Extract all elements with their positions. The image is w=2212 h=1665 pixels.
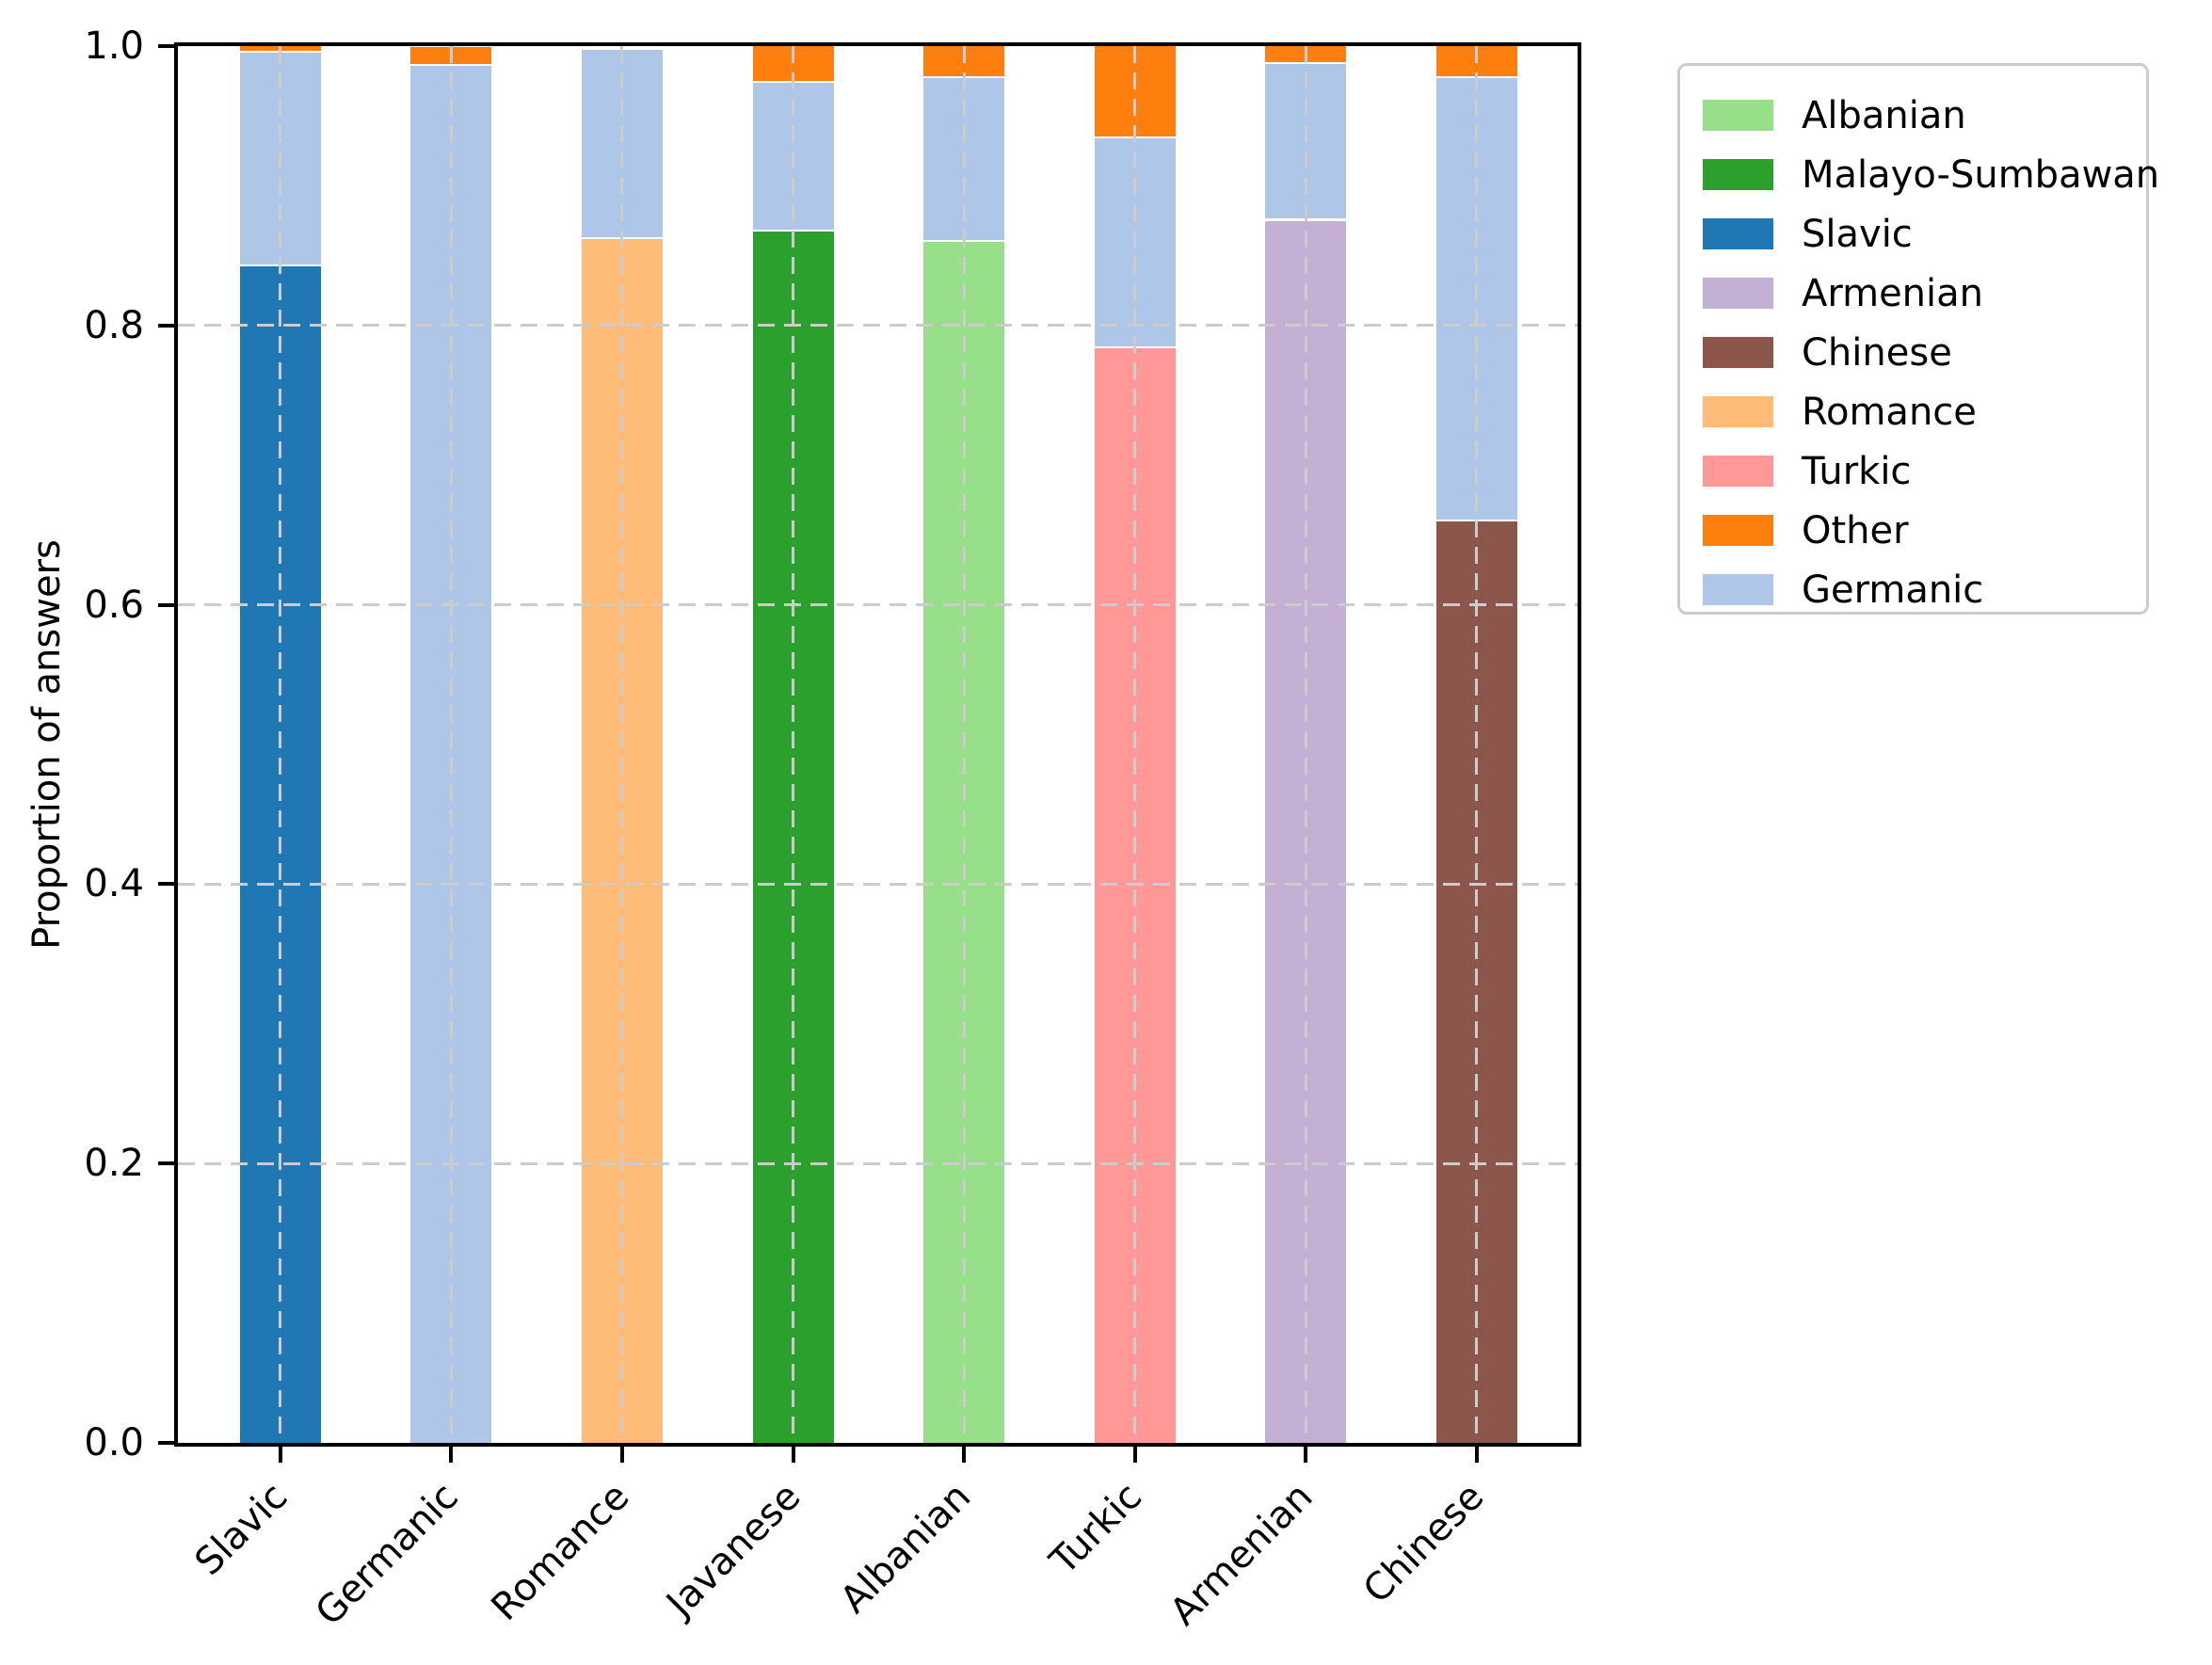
bar-segment-slavic-germanic [239,53,321,267]
bar-segment-armenian-armenian [1265,220,1347,1443]
bar-segment-turkic-germanic [1094,137,1176,348]
y-tick-label: 0.2 [84,1142,144,1186]
x-tick-mark [791,1447,795,1463]
y-tick-label: 1.0 [84,24,144,68]
x-tick-mark [1304,1447,1308,1463]
bar-segment-chinese-chinese [1435,520,1517,1443]
x-tick-label-armenian: Armenian [1162,1475,1322,1635]
legend-swatch-armenian [1703,278,1773,309]
bar-segment-romance-romance [581,238,663,1443]
legend-swatch-malayo-sumbawan [1703,159,1773,190]
y-tick-mark [158,1441,174,1445]
bar-segment-armenian-other [1265,46,1347,65]
legend-swatch-albanian [1703,100,1773,131]
legend-item-malayo-sumbawan: Malayo-Sumbawan [1703,145,2159,204]
legend-item-armenian: Armenian [1703,264,2146,323]
x-tick-label-chinese: Chinese [1354,1475,1493,1612]
legend-label-other: Other [1802,508,1909,552]
bars-layer [178,46,1578,1443]
legend-swatch-romance [1703,396,1773,427]
legend-label-slavic: Slavic [1802,212,1913,256]
x-tick-label-germanic: Germanic [307,1475,467,1635]
legend-label-romance: Romance [1802,390,1977,434]
bar-segment-javanese-malayo-sumbawan [752,232,834,1443]
y-tick-label: 0.8 [84,303,144,347]
legend-swatch-chinese [1703,337,1773,368]
x-tick-mark [278,1447,282,1463]
legend-item-romance: Romance [1703,382,2146,441]
y-tick-mark [158,1161,174,1166]
bar-segment-turkic-other [1094,46,1176,138]
y-tick-label: 0.4 [84,862,144,906]
plot-area [174,42,1581,1447]
legend-swatch-slavic [1703,218,1773,249]
legend-label-turkic: Turkic [1802,449,1912,493]
bar-segment-javanese-other [752,46,834,83]
legend-item-other: Other [1703,501,2146,560]
legend-swatch-other [1703,515,1773,546]
bar-segment-slavic-other [239,46,321,54]
legend-label-chinese: Chinese [1802,330,1952,375]
x-tick-mark [619,1447,624,1463]
legend-item-chinese: Chinese [1703,323,2146,382]
bar-segment-albanian-albanian [923,241,1005,1443]
bar-segment-romance-germanic [581,50,663,239]
legend-label-germanic: Germanic [1802,568,1984,612]
bar-segment-javanese-germanic [752,82,834,232]
x-tick-label-turkic: Turkic [1042,1475,1151,1583]
bar-segment-germanic-germanic [410,65,492,1443]
legend-swatch-germanic [1703,574,1773,605]
legend-label-malayo-sumbawan: Malayo-Sumbawan [1802,152,2160,197]
legend-item-albanian: Albanian [1703,86,2146,145]
legend-swatch-turkic [1703,456,1773,487]
bar-segment-germanic-other [410,47,492,66]
y-tick-mark [158,882,174,887]
y-tick-mark [158,323,174,328]
x-tick-mark [1132,1447,1137,1463]
x-tick-label-romance: Romance [483,1475,638,1629]
bar-segment-albanian-germanic [923,78,1005,242]
x-tick-mark [449,1447,454,1463]
legend-item-germanic: Germanic [1703,560,2146,619]
legend-label-armenian: Armenian [1802,271,1984,315]
x-tick-label-javanese: Javanese [658,1475,809,1625]
legend-item-slavic: Slavic [1703,204,2146,264]
x-tick-mark [962,1447,967,1463]
y-tick-label: 0.0 [84,1421,144,1465]
y-tick-mark [158,44,174,48]
bar-segment-turkic-turkic [1094,347,1176,1443]
y-tick-mark [158,602,174,607]
bar-segment-armenian-germanic [1265,64,1347,221]
legend: Albanian Malayo-Sumbawan Slavic Armenian Chi… [1677,63,2159,615]
legend-label-albanian: Albanian [1802,93,1966,137]
x-tick-mark [1474,1447,1479,1463]
bar-segment-slavic-slavic [239,266,321,1443]
bar-segment-albanian-other [923,46,1005,79]
y-tick-label: 0.6 [84,583,144,627]
bar-segment-chinese-germanic [1435,78,1517,521]
legend-item-turkic: Turkic [1703,441,2146,501]
bar-segment-chinese-other [1435,46,1517,79]
x-tick-label-slavic: Slavic [186,1475,297,1584]
x-tick-label-albanian: Albanian [832,1475,980,1623]
